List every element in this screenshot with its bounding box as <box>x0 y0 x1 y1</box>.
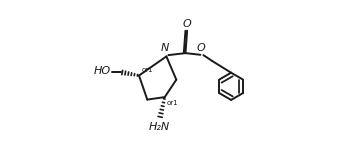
Text: O: O <box>197 43 206 53</box>
Text: or1: or1 <box>167 100 178 106</box>
Text: H₂N: H₂N <box>148 122 169 132</box>
Text: O: O <box>183 19 192 29</box>
Text: N: N <box>161 43 169 53</box>
Text: HO: HO <box>94 66 111 76</box>
Text: or1: or1 <box>141 67 153 73</box>
